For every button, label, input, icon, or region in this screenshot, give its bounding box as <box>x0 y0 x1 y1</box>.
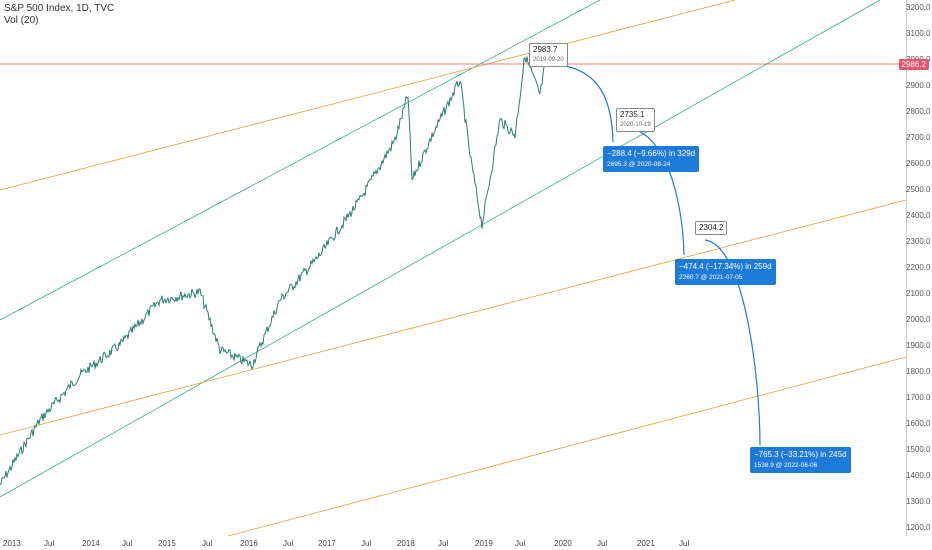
x-tick-label: Jul <box>597 539 608 548</box>
x-tick-label: Jul <box>44 539 55 548</box>
y-tick-label: 1200.0 <box>906 523 931 532</box>
projection-tooltip-3[interactable]: −765.3 (−33.21%) in 245d 1538.9 @ 2022-0… <box>750 447 851 473</box>
y-tick-label: 1400.0 <box>906 471 931 480</box>
y-tick-label: 2800.0 <box>906 107 931 116</box>
x-tick-label: 2017 <box>318 539 336 548</box>
x-tick-label: Jul <box>361 539 372 548</box>
x-tick-label: 2013 <box>3 539 21 548</box>
x-tick-label: 2019 <box>475 539 493 548</box>
x-tick-label: Jul <box>202 539 213 548</box>
projection-tooltip-1[interactable]: −288.4 (−9.66%) in 329d 2695.3 @ 2020-08… <box>603 146 700 172</box>
projection-change: −765.3 (−33.21%) in 245d <box>754 450 847 459</box>
annotation-date: 2020-10-19 <box>620 122 651 128</box>
y-tick-label: 2000.0 <box>906 315 931 324</box>
orange-channel-upper[interactable] <box>0 0 736 191</box>
second-peak-annotation[interactable]: 2735.1 2020-10-19 <box>616 108 655 132</box>
price-series <box>0 56 546 486</box>
projection-target: 2695.3 @ 2020-08-24 <box>607 161 671 168</box>
x-tick-label: Jul <box>283 539 294 548</box>
orange-channel-middle[interactable] <box>0 199 907 436</box>
current-price-badge: 2986.2 <box>898 59 929 70</box>
y-tick-label: 2900.0 <box>906 81 931 90</box>
annotation-date: 2019-09-20 <box>533 57 564 63</box>
x-tick-label: 2016 <box>240 539 258 548</box>
x-tick-label: 2020 <box>554 539 572 548</box>
y-tick-label: 1900.0 <box>906 341 931 350</box>
y-tick-label: 1300.0 <box>906 497 931 506</box>
annotation-value: 2735.1 <box>620 110 645 119</box>
trend-channels <box>0 0 907 537</box>
y-tick-label: 2700.0 <box>906 133 931 142</box>
teal-channel-lower[interactable] <box>0 0 881 498</box>
projection-change: −288.4 (−9.66%) in 329d <box>607 149 696 158</box>
projection-tooltip-2[interactable]: −474.4 (−17.34%) in 259d 2260.7 @ 2021-0… <box>675 259 776 285</box>
y-tick-label: 2500.0 <box>906 185 931 194</box>
y-tick-label: 1800.0 <box>906 367 931 376</box>
x-tick-label: Jul <box>679 539 690 548</box>
chart-title: S&P 500 Index, 1D, TVC <box>4 3 115 14</box>
y-tick-label: 2400.0 <box>906 211 931 220</box>
y-tick-label: 3200.0 <box>906 3 931 12</box>
y-tick-label: 2600.0 <box>906 159 931 168</box>
x-tick-label: 2018 <box>397 539 415 548</box>
x-tick-label: 2014 <box>82 539 100 548</box>
volume-label: Vol (20) <box>4 15 39 26</box>
annotation-value: 2983.7 <box>533 45 558 54</box>
x-tick-label: Jul <box>122 539 133 548</box>
orange-channel-lower[interactable] <box>227 356 907 537</box>
projection-arrow-1[interactable] <box>544 63 614 143</box>
x-tick-label: Jul <box>438 539 449 548</box>
peak-annotation[interactable]: 2983.7 2019-09-20 <box>529 43 568 67</box>
x-tick-label: 2015 <box>158 539 176 548</box>
third-peak-annotation[interactable]: 2304.2 <box>695 221 728 235</box>
teal-channel-upper[interactable] <box>0 0 601 321</box>
y-tick-label: 2200.0 <box>906 263 931 272</box>
price-axis-border <box>906 0 907 536</box>
x-tick-label: 2021 <box>637 539 655 548</box>
y-tick-label: 1500.0 <box>906 445 931 454</box>
x-tick-label: Jul <box>515 539 526 548</box>
projection-change: −474.4 (−17.34%) in 259d <box>679 262 772 271</box>
y-tick-label: 2100.0 <box>906 289 931 298</box>
y-tick-label: 1700.0 <box>906 393 931 402</box>
y-tick-label: 2300.0 <box>906 237 931 246</box>
y-tick-label: 1600.0 <box>906 419 931 428</box>
projection-target: 2260.7 @ 2021-07-05 <box>679 274 743 281</box>
chart-header: S&P 500 Index, 1D, TVC Vol (20) <box>4 3 114 27</box>
y-tick-label: 3100.0 <box>906 29 931 38</box>
annotation-value: 2304.2 <box>699 223 724 232</box>
projection-target: 1538.9 @ 2022-06-06 <box>754 462 818 469</box>
projection-arrow-3[interactable] <box>704 239 761 446</box>
